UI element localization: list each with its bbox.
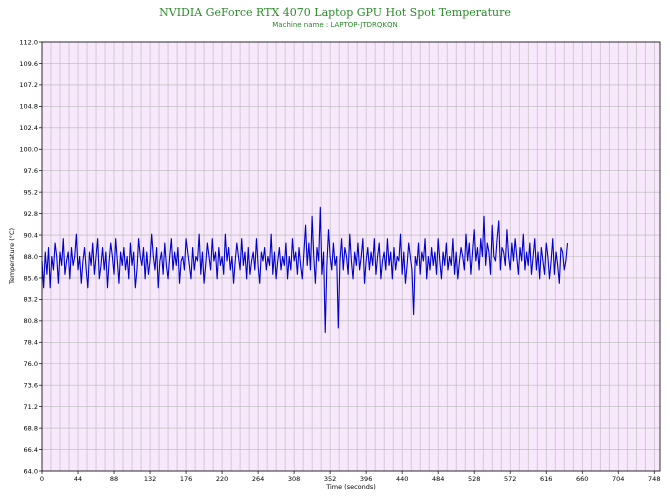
y-tick-label: 73.6 xyxy=(24,382,38,390)
y-tick-label: 102.4 xyxy=(19,124,38,132)
y-tick-label: 80.8 xyxy=(24,317,38,325)
y-tick-label: 90.4 xyxy=(24,231,38,239)
y-tick-label: 107.2 xyxy=(19,81,38,89)
x-tick-label: 528 xyxy=(468,475,480,483)
x-tick-label: 572 xyxy=(504,475,516,483)
y-tick-label: 95.2 xyxy=(24,188,38,196)
x-axis-label: Time (seconds) xyxy=(325,483,376,491)
x-tick-label: 704 xyxy=(612,475,624,483)
y-tick-label: 112.0 xyxy=(19,38,38,46)
x-axis-ticks: 0 44 88 132 176 220 264 308 352 396 440 484 528 572 61… xyxy=(40,471,660,483)
y-tick-label: 100.0 xyxy=(19,146,38,154)
x-tick-label: 396 xyxy=(360,475,372,483)
x-tick-label: 44 xyxy=(74,475,82,483)
series-line-0 xyxy=(41,206,569,334)
chart-title: NVIDIA GeForce RTX 4070 Laptop GPU Hot S… xyxy=(159,6,511,19)
y-tick-label: 76.0 xyxy=(24,360,38,368)
y-tick-label: 68.8 xyxy=(24,424,38,432)
x-tick-label: 352 xyxy=(324,475,336,483)
x-tick-label: 616 xyxy=(540,475,552,483)
y-axis-ticks: 64.0 66.4 68.8 71.2 73.6 76.0 78.4 80.8 83.2 85.6… xyxy=(19,38,42,475)
y-tick-label: 71.2 xyxy=(24,403,38,411)
x-tick-label: 484 xyxy=(432,475,444,483)
x-tick-label: 176 xyxy=(180,475,192,483)
y-tick-label: 97.6 xyxy=(24,167,38,175)
x-tick-label: 660 xyxy=(576,475,588,483)
y-tick-label: 92.8 xyxy=(24,210,38,218)
x-tick-label: 308 xyxy=(288,475,300,483)
y-axis-label: Temperature (°C) xyxy=(8,228,16,285)
x-tick-label: 440 xyxy=(396,475,408,483)
y-tick-label: 88.0 xyxy=(24,253,38,261)
x-tick-label: 0 xyxy=(40,475,44,483)
y-tick-label: 109.6 xyxy=(19,60,38,68)
chart-subtitle: Machine name : LAPTOP-JTDRQKQN xyxy=(272,21,397,29)
y-tick-label: 83.2 xyxy=(24,296,38,304)
x-tick-label: 748 xyxy=(648,475,660,483)
x-tick-label: 264 xyxy=(252,475,264,483)
x-tick-label: 88 xyxy=(110,475,118,483)
series-layer xyxy=(41,206,569,334)
y-tick-label: 66.4 xyxy=(24,446,38,454)
y-tick-label: 78.4 xyxy=(24,339,38,347)
y-tick-label: 85.6 xyxy=(24,274,38,282)
y-tick-label: 104.8 xyxy=(19,103,38,111)
x-tick-label: 132 xyxy=(144,475,156,483)
x-tick-label: 220 xyxy=(216,475,228,483)
y-tick-label: 64.0 xyxy=(24,467,38,475)
